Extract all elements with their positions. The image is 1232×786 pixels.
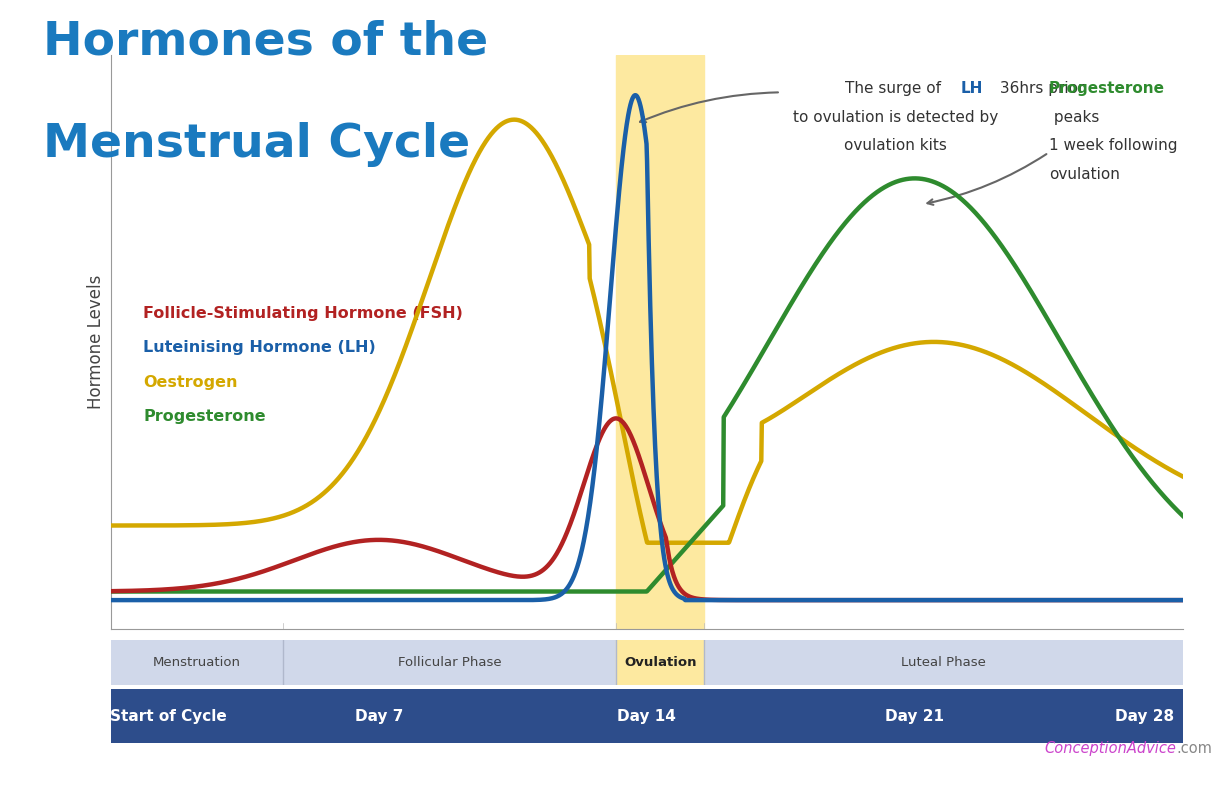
Text: ovulation: ovulation [1048, 167, 1120, 182]
Text: Start of Cycle: Start of Cycle [110, 708, 227, 724]
Text: Day 14: Day 14 [617, 708, 676, 724]
Text: Ovulation: Ovulation [623, 656, 696, 669]
Text: Day 28: Day 28 [1115, 708, 1174, 724]
Text: Luteal Phase: Luteal Phase [901, 656, 986, 669]
Text: ovulation kits: ovulation kits [844, 138, 947, 153]
Text: Follicular Phase: Follicular Phase [398, 656, 501, 669]
Text: Progesterone: Progesterone [1048, 81, 1164, 96]
Text: Day 21: Day 21 [886, 708, 944, 724]
Text: Luteinising Hormone (LH): Luteinising Hormone (LH) [143, 340, 376, 355]
Text: peaks: peaks [1048, 109, 1099, 124]
Text: Menstruation: Menstruation [153, 656, 241, 669]
Text: Hormones of the: Hormones of the [43, 20, 488, 64]
Text: 1 week following: 1 week following [1048, 138, 1178, 153]
Text: Day 7: Day 7 [355, 708, 403, 724]
Text: to ovulation is detected by: to ovulation is detected by [793, 109, 998, 124]
Text: Progesterone: Progesterone [143, 409, 266, 424]
Text: ConceptionAdvice: ConceptionAdvice [1045, 741, 1177, 756]
Bar [616, 640, 705, 685]
Text: The surge of: The surge of [845, 81, 946, 96]
Text: 36hrs prior: 36hrs prior [995, 81, 1084, 96]
Text: Oestrogen: Oestrogen [143, 375, 238, 390]
Text: .com: .com [1177, 741, 1212, 756]
Y-axis label: Hormone Levels: Hormone Levels [87, 275, 105, 409]
Text: LH: LH [961, 81, 983, 96]
Bar [616, 55, 705, 629]
Text: Menstrual Cycle: Menstrual Cycle [43, 122, 471, 167]
Text: Follicle-Stimulating Hormone (FSH): Follicle-Stimulating Hormone (FSH) [143, 306, 463, 321]
